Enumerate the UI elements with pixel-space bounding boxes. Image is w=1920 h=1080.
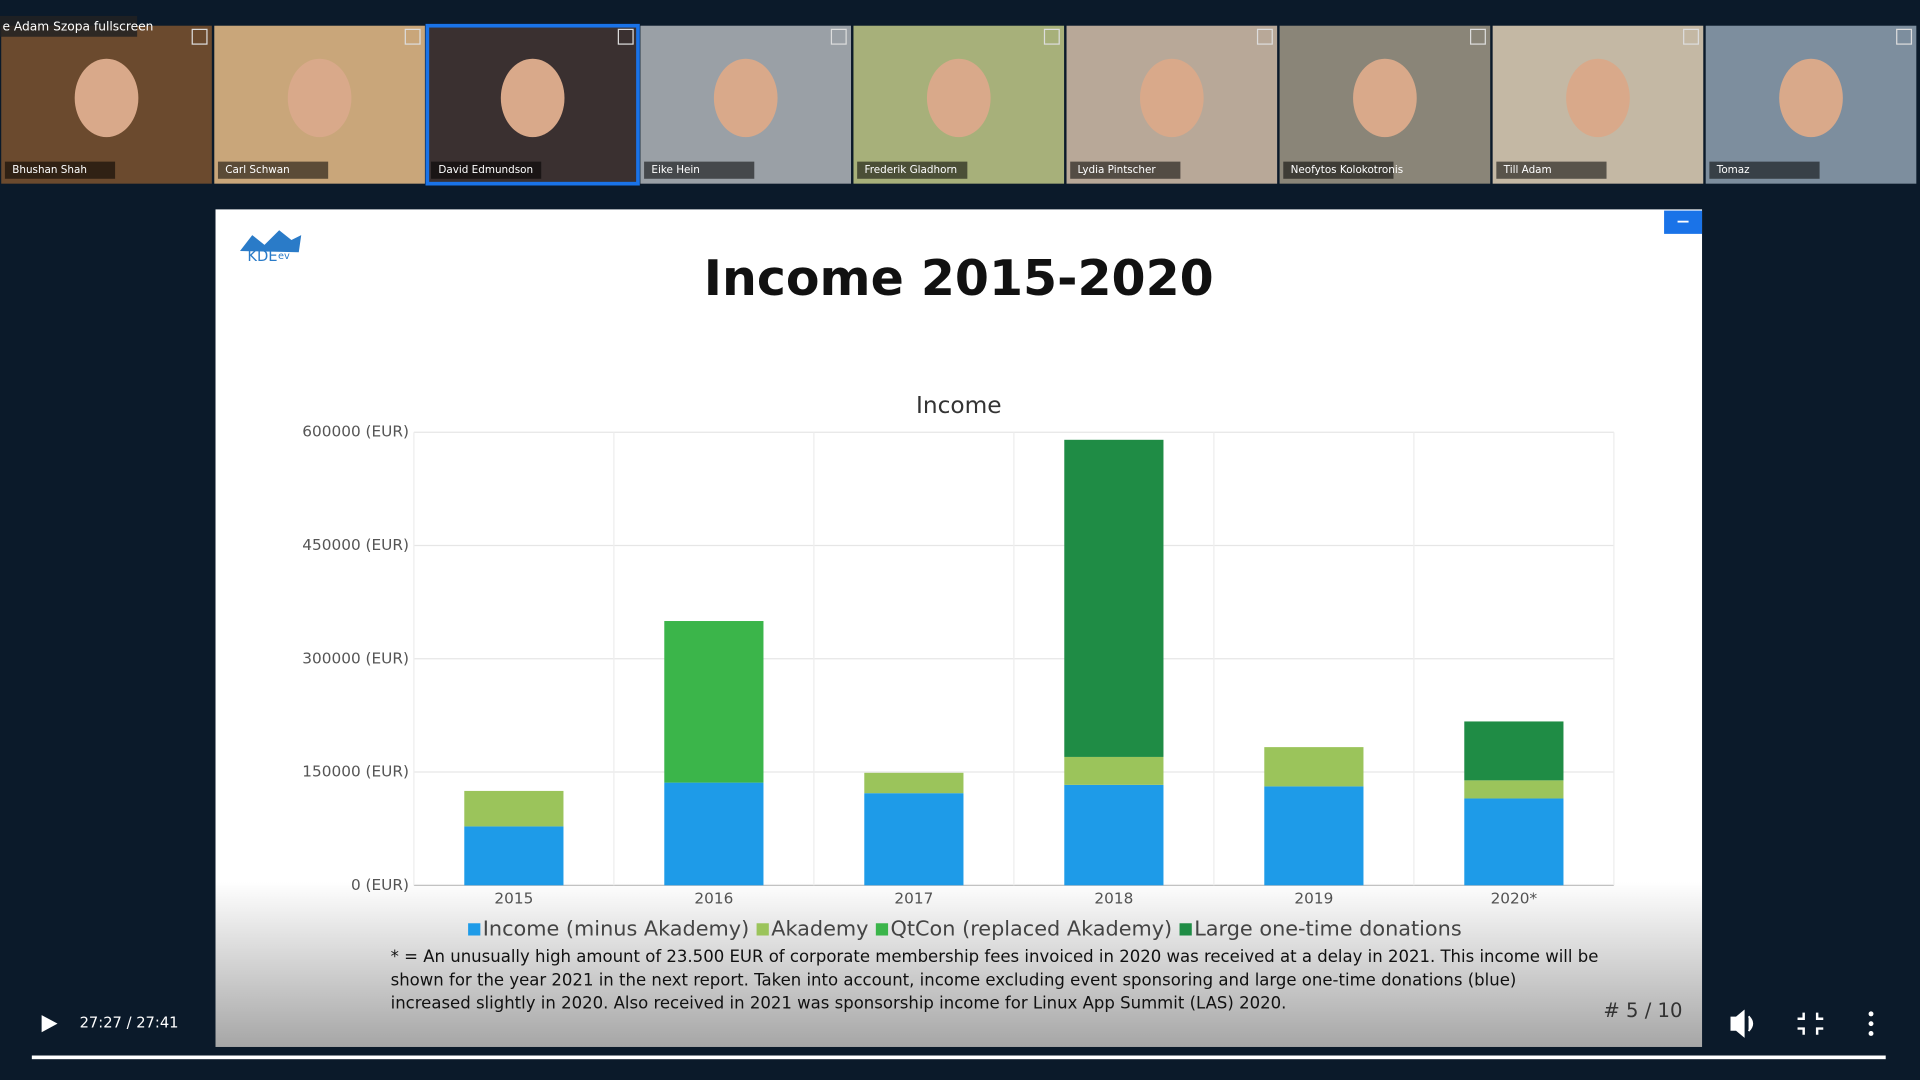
legend: Income (minus Akademy) Akademy QtCon (repl… — [468, 916, 1462, 940]
participant-face — [1140, 58, 1204, 138]
bar-segment — [1064, 756, 1164, 785]
participant-face — [74, 58, 139, 138]
participant-name: Bhushan Shah — [12, 164, 87, 176]
slide-page: # 5 / 10 — [1603, 999, 1682, 1022]
banner-bg — [0, 15, 138, 37]
participant-name: Tomaz — [1716, 164, 1750, 176]
participant-strip: Bhushan Shah Carl Schwan David Edmundson Ei… — [1, 23, 1917, 186]
legend-label: Akademy — [771, 916, 868, 940]
menu-button[interactable] — [1868, 1011, 1874, 1036]
participant-name: Till Adam — [1503, 164, 1552, 176]
footnote-line: increased slightly in 2020. Also receive… — [391, 994, 1287, 1013]
expand-button[interactable] — [404, 28, 421, 45]
kde-logo-suffix: ev — [278, 251, 290, 262]
expand-button[interactable] — [617, 28, 634, 45]
bar-segment — [664, 782, 764, 886]
y-tick-label: 450000 (EUR) — [302, 536, 409, 554]
bar-segment — [1064, 784, 1164, 886]
y-tick-label: 600000 (EUR) — [302, 423, 409, 441]
footnote-line: * = An unusually high amount of 23.500 E… — [391, 947, 1599, 966]
legend-label: QtCon (replaced Akademy) — [891, 916, 1173, 940]
name-tag-bg — [431, 161, 542, 179]
bar-segment — [1464, 721, 1564, 781]
bar-segment — [1264, 747, 1364, 787]
exit-fullscreen-button[interactable] — [1797, 1012, 1824, 1035]
participant-name: Lydia Pintscher — [1078, 164, 1157, 176]
slide-shade — [215, 881, 1703, 1047]
bar-segment — [1064, 439, 1164, 757]
name-tag-bg — [1709, 161, 1820, 179]
bar-segment — [664, 621, 764, 783]
participant-face — [1566, 58, 1630, 138]
volume-button[interactable] — [1730, 1009, 1754, 1038]
participant-name: David Edmundson — [438, 164, 533, 176]
expand-button[interactable] — [1683, 28, 1699, 45]
bar-segment — [464, 790, 564, 827]
footnote-line: shown for the year 2021 in the next repo… — [391, 970, 1517, 989]
participant-name: Eike Hein — [651, 164, 699, 176]
expand-button[interactable] — [1896, 28, 1913, 45]
legend-label: Large one-time donations — [1194, 916, 1461, 940]
name-tag-bg — [4, 161, 116, 179]
name-tag-bg — [644, 161, 755, 179]
bar-segment — [464, 826, 564, 886]
bar-segment — [1264, 786, 1364, 886]
legend-swatch — [468, 923, 481, 936]
bar-segment — [864, 772, 964, 794]
chart-title: Income — [916, 392, 1002, 419]
y-tick-label: 150000 (EUR) — [302, 763, 409, 781]
expand-button[interactable] — [1256, 28, 1273, 45]
participant-name: Carl Schwan — [225, 164, 289, 176]
kde-logo: KDE — [247, 248, 277, 265]
participant-name: Neofytos Kolokotronis — [1291, 164, 1404, 176]
name-tag-bg — [217, 161, 329, 179]
banner: e Adam Szopa fullscreen — [2, 19, 153, 33]
expand-button[interactable] — [830, 28, 847, 45]
player-time: 27:27 / 27:41 — [80, 1015, 179, 1032]
play-button[interactable] — [41, 1015, 58, 1033]
expand-button[interactable] — [1043, 28, 1060, 45]
bar-segment — [1464, 780, 1564, 799]
name-tag-bg — [857, 161, 968, 179]
y-tick-label: 300000 (EUR) — [302, 649, 409, 667]
bar-segment — [864, 793, 964, 886]
kde-logo-shape — [240, 230, 302, 253]
expand-button[interactable] — [1470, 28, 1486, 45]
bar-segment — [1464, 798, 1564, 886]
participant-face — [713, 58, 778, 138]
participant-face — [1353, 58, 1417, 138]
legend-swatch — [875, 923, 889, 936]
slide-title: Income 2015-2020 — [704, 250, 1214, 307]
participant-face — [287, 58, 352, 138]
participant-face — [1779, 58, 1843, 138]
progress-bar[interactable] — [31, 1055, 1886, 1060]
legend-swatch — [756, 923, 769, 936]
name-tag-bg — [1496, 161, 1607, 179]
name-tag-bg — [1070, 161, 1181, 179]
expand-button[interactable] — [191, 28, 208, 45]
participant-face — [926, 58, 991, 138]
legend-swatch — [1179, 923, 1192, 936]
name-tag-bg — [1283, 161, 1394, 179]
participant-name: Frederik Gladhorn — [864, 164, 957, 176]
legend-label: Income (minus Akademy) — [483, 916, 749, 940]
participant-face — [500, 58, 565, 138]
